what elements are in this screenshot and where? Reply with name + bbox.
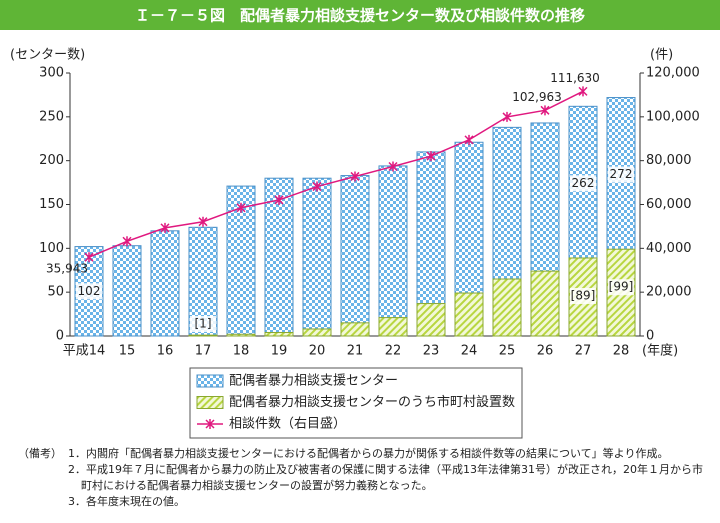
marker: [540, 105, 550, 116]
legend: [189, 367, 523, 439]
chart: Ｉ－７－５図 配偶者暴力相談支援センター数及び相談件数の推移 (センター数) (…: [0, 0, 720, 439]
legend-swatch: [205, 419, 215, 429]
bar: [302, 177, 332, 337]
y-tick-label: 100: [39, 241, 64, 256]
notes: （備考） 1．内閣府「配偶者暴力相談支援センターにおける配偶者からの暴力が関係する…: [18, 446, 708, 510]
marker: [464, 134, 474, 145]
bar: [340, 175, 370, 337]
marker: [388, 161, 398, 172]
x-tick-label: 平成14: [63, 344, 106, 359]
label-bg: [190, 316, 216, 332]
marker: [578, 86, 588, 97]
x-tick-label: 21: [347, 344, 364, 359]
bar: [378, 165, 408, 337]
value-label: 35,943: [46, 262, 88, 276]
bar: [378, 317, 408, 337]
value-label: 111,630: [550, 71, 600, 85]
x-tick-label: 27: [575, 344, 592, 359]
label-bg: [608, 166, 634, 183]
bar: [188, 334, 218, 337]
value-label: [89]: [571, 288, 596, 302]
marker: [160, 222, 170, 233]
x-tick-label: 15: [119, 344, 136, 359]
x-tick-label: 25: [499, 344, 516, 359]
bar: [150, 230, 180, 337]
y-tick-label: 250: [39, 109, 64, 124]
x-axis-label: (年度): [642, 343, 678, 359]
bar: [492, 278, 522, 337]
marker: [198, 216, 208, 227]
value-label: [1]: [195, 317, 212, 331]
x-tick-label: 19: [271, 344, 288, 359]
y2-tick-label: 120,000: [646, 66, 700, 81]
y2-tick-label: 60,000: [646, 197, 692, 212]
legend-label: 相談件数（右目盛）: [229, 416, 346, 432]
x-tick-label: 26: [537, 344, 554, 359]
y-tick-label: 300: [39, 66, 64, 81]
y2-tick-label: 40,000: [646, 241, 692, 256]
x-tick-label: 23: [423, 344, 440, 359]
y-tick-label: 50: [47, 285, 64, 300]
title-bar: [0, 0, 720, 30]
label-bg: [76, 283, 102, 300]
x-tick-label: 24: [461, 344, 478, 359]
label-bg: [570, 175, 596, 192]
note: 1．内閣府「配偶者暴力相談支援センターにおける配偶者からの暴力が関係する相談件数…: [68, 447, 669, 460]
value-label: 272: [610, 167, 633, 181]
note: 2．平成19年７月に配偶者から暴力の防止及び被害者の保護に関する法律（平成13年…: [68, 463, 703, 492]
value-label: 262: [572, 176, 595, 190]
chart-title: Ｉ－７－５図 配偶者暴力相談支援センター数及び相談件数の推移: [135, 7, 585, 25]
bar: [302, 328, 332, 337]
y2-tick-label: 0: [646, 329, 654, 344]
legend-label: 配偶者暴力相談支援センター: [229, 373, 398, 389]
bar: [454, 292, 484, 337]
bar: [264, 331, 294, 337]
y-tick-label: 200: [39, 153, 64, 168]
marker: [312, 181, 322, 192]
bar: [530, 270, 560, 337]
y-tick-label: 0: [56, 329, 64, 344]
bar: [416, 303, 446, 337]
legend-swatch: [196, 396, 224, 409]
y-tick-label: 150: [39, 197, 64, 212]
marker: [236, 202, 246, 213]
note: 3．各年度末現在の値。: [68, 495, 185, 508]
y-axis-label: (センター数): [10, 48, 85, 63]
x-tick-label: 17: [195, 344, 212, 359]
y2-tick-label: 80,000: [646, 153, 692, 168]
marker: [502, 111, 512, 122]
x-tick-label: 20: [309, 344, 326, 359]
legend-label: 配偶者暴力相談支援センターのうち市町村設置数: [229, 394, 515, 410]
value-label: 102: [78, 284, 101, 298]
marker: [274, 194, 284, 205]
bar: [226, 333, 256, 337]
marker: [350, 171, 360, 182]
x-tick-label: 16: [157, 344, 174, 359]
marker: [122, 236, 132, 247]
value-label: 102,963: [512, 90, 562, 104]
x-tick-label: 22: [385, 344, 402, 359]
line: [88, 90, 584, 258]
marker: [84, 252, 94, 263]
bar: [112, 245, 142, 337]
legend-swatch: [196, 374, 224, 388]
x-tick-label: 18: [233, 344, 250, 359]
value-label: [99]: [609, 280, 634, 294]
marker: [426, 151, 436, 162]
y2-tick-label: 20,000: [646, 285, 692, 300]
bar: [340, 322, 370, 337]
label-bg: [608, 279, 634, 296]
label-bg: [570, 287, 596, 304]
y2-axis-label: (件): [650, 48, 673, 63]
note: （備考）: [18, 447, 62, 460]
y2-tick-label: 100,000: [646, 109, 700, 124]
x-tick-label: 28: [613, 344, 630, 359]
